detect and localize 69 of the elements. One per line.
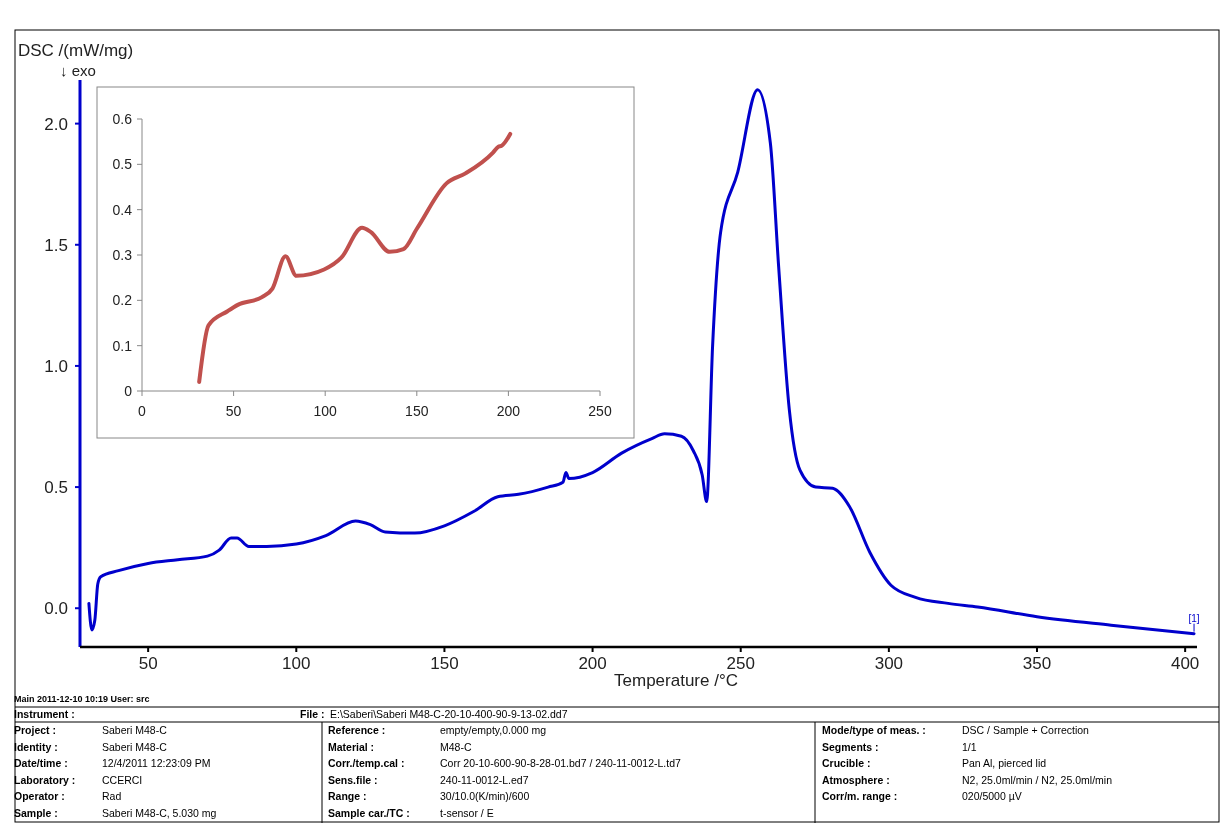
y-tick-label: 1.0 xyxy=(44,356,68,376)
text: Saberi M48-C, 5.030 mg xyxy=(102,806,217,819)
text: Reference : xyxy=(328,724,386,736)
text: File : xyxy=(300,708,325,720)
text: Corr/m. range : xyxy=(822,790,898,802)
x-tick-label: 100 xyxy=(313,403,338,419)
y-tick-label: 0.5 xyxy=(112,156,133,173)
text: Corr./temp.cal : xyxy=(328,757,405,769)
text: Instrument : xyxy=(14,708,75,720)
text: Main 2011-12-10 10:19 User: src xyxy=(14,694,150,704)
text: 020/5000 µV xyxy=(962,790,1022,802)
text: Crucible : xyxy=(822,757,871,769)
text: Date/time : xyxy=(14,757,68,769)
x-tick-label: 100 xyxy=(282,654,311,673)
y-axis-title: DSC /(mW/mg) xyxy=(18,41,134,60)
y-tick-label: 0.5 xyxy=(44,478,68,498)
text: Sens.file : xyxy=(328,773,378,786)
y-tick-label: 0.6 xyxy=(112,110,133,127)
text: t-sensor / E xyxy=(440,806,494,819)
text: Atmosphere : xyxy=(822,773,890,786)
y-tick-label: 2.0 xyxy=(44,114,68,134)
text: Operator : xyxy=(14,790,65,802)
text: Rad xyxy=(102,790,122,802)
y-tick-label: 0.0 xyxy=(44,599,68,619)
text: DSC / Sample + Correction xyxy=(962,724,1090,736)
text: Laboratory : xyxy=(14,773,76,786)
x-tick-label: 150 xyxy=(405,403,429,419)
x-tick-label: 50 xyxy=(138,654,158,673)
x-tick-label: 50 xyxy=(225,403,242,419)
x-tick-label: 300 xyxy=(874,654,904,673)
text: Project : xyxy=(14,724,57,736)
text: 240-11-0012-L.ed7 xyxy=(440,773,529,786)
text: M48-C xyxy=(440,740,472,753)
text: Identity : xyxy=(14,740,58,753)
x-tick-label: 0 xyxy=(138,403,147,419)
x-axis-title: Temperature /°C xyxy=(614,671,738,690)
y-tick-label: 0.1 xyxy=(112,337,133,354)
text: Pan Al, pierced lid xyxy=(962,757,1047,769)
x-tick-label: 250 xyxy=(726,654,755,673)
annotation: [1] xyxy=(1188,612,1200,624)
line-series xyxy=(197,131,513,384)
text: ↓ exo xyxy=(60,62,96,79)
text: empty/empty,0.000 mg xyxy=(440,724,547,736)
y-tick-label: 0 xyxy=(124,382,133,399)
text: Segments : xyxy=(822,740,879,753)
x-tick-label: 200 xyxy=(578,654,607,673)
text: Sample car./TC : xyxy=(328,806,410,819)
text: N2, 25.0ml/min / N2, 25.0ml/min xyxy=(962,773,1113,786)
text: Range : xyxy=(328,790,367,802)
text: Sample : xyxy=(14,806,58,819)
x-tick-label: 150 xyxy=(430,654,459,673)
text: E:\Saberi\Saberi M48-C-20-10-400-90-9-13-02.dd7 xyxy=(330,708,568,720)
x-tick-label: 400 xyxy=(1170,654,1200,673)
y-tick-label: 0.2 xyxy=(112,292,133,309)
text: Saberi M48-C xyxy=(102,724,168,736)
text: Saberi M48-C xyxy=(102,740,168,753)
x-tick-label: 250 xyxy=(588,403,612,419)
text: Material : xyxy=(328,740,375,753)
text: Mode/type of meas. : xyxy=(822,724,926,736)
text: 30/10.0(K/min)/600 xyxy=(440,790,530,802)
x-tick-label: 200 xyxy=(496,403,521,419)
text: Corr 20-10-600-90-8-28-01.bd7 / 240-11-0012-L.td7 xyxy=(440,757,682,769)
y-tick-label: 0.4 xyxy=(112,201,133,218)
text: 1/1 xyxy=(962,740,977,753)
y-tick-label: 1.5 xyxy=(44,235,68,255)
x-tick-label: 350 xyxy=(1022,654,1052,673)
text: 12/4/2011 12:23:09 PM xyxy=(102,757,211,769)
y-tick-label: 0.3 xyxy=(112,246,133,263)
text: CCERCI xyxy=(102,773,143,786)
